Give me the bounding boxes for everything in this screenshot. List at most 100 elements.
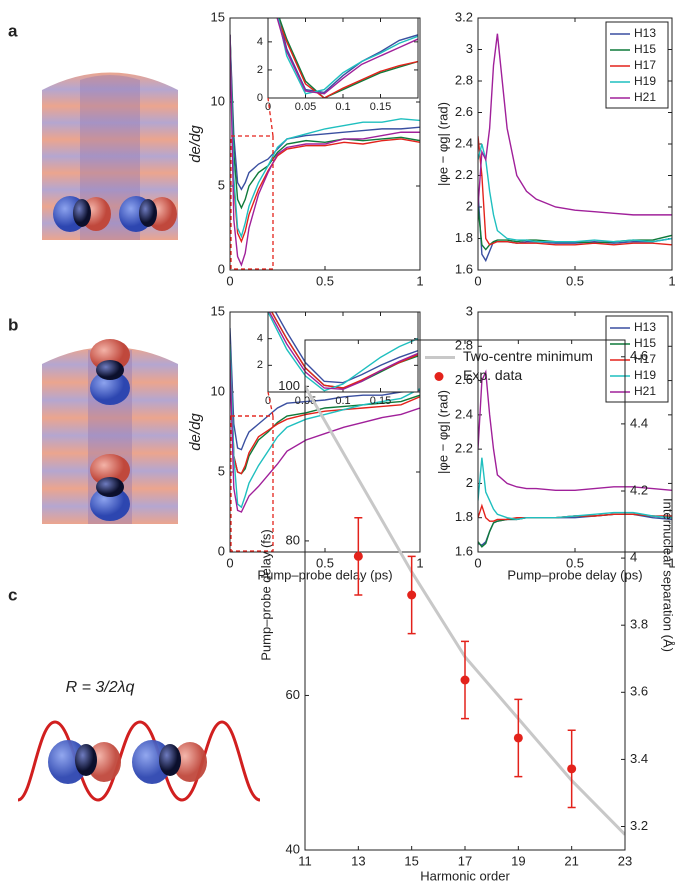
axes-frame <box>267 311 419 393</box>
y2-tick-label: 3.8 <box>630 617 648 632</box>
series-line <box>478 33 672 216</box>
y-tick-label: 10 <box>211 383 225 398</box>
y2-tick-label: 4.6 <box>630 348 648 363</box>
y-tick-label: 2.4 <box>455 135 473 150</box>
legend-box <box>605 315 669 403</box>
y-axis-label: de/dg <box>187 125 204 163</box>
y2-tick-label: 4 <box>630 550 637 565</box>
x-axis-label: Harmonic order <box>420 868 510 883</box>
y-tick-label: 15 <box>211 303 225 318</box>
axes-frame <box>477 311 673 553</box>
series-line <box>478 503 672 522</box>
y-tick-label: 2 <box>257 359 263 371</box>
data-point <box>513 733 523 743</box>
y-tick-label: 2.8 <box>455 72 473 87</box>
y-tick-label: 4 <box>257 36 263 48</box>
x-axis-label: Pump–probe delay (ps) <box>257 567 392 582</box>
y-tick-label: 2.6 <box>455 104 473 119</box>
illustration-c: R = 3/2λq <box>17 679 261 802</box>
y-axis-label: Pump–probe delay (fs) <box>258 529 273 661</box>
x-tick-label: 0 <box>265 395 271 407</box>
series-line <box>277 18 418 95</box>
y-tick-label: 4 <box>257 333 263 345</box>
legend-label: H13 <box>634 26 656 40</box>
legend-label: H19 <box>634 74 656 88</box>
y-tick-label: 1.6 <box>455 261 473 276</box>
legend-label: H15 <box>634 42 656 56</box>
series-line <box>478 136 672 246</box>
legend-label: H19 <box>634 368 656 382</box>
y-axis-label: de/dg <box>187 413 204 451</box>
x-tick-label: 1 <box>416 273 423 288</box>
y-tick-label: 3 <box>466 303 473 318</box>
x-tick-label: 0 <box>265 101 271 113</box>
axes-frame <box>267 17 419 99</box>
y-tick-label: 15 <box>211 9 225 24</box>
chart: 0 0.05 0.1 0.15 0 2 4 <box>257 17 419 113</box>
y2-tick-label: 4.2 <box>630 482 648 497</box>
y-tick-label: 2.8 <box>455 338 473 353</box>
series-line <box>278 18 418 98</box>
x-tick-label: 0 <box>474 273 481 288</box>
x-tick-label: 0.05 <box>295 101 316 113</box>
series-line <box>274 312 418 384</box>
series-group <box>268 312 418 392</box>
inset-background <box>268 312 418 392</box>
y-tick-label: 5 <box>218 177 225 192</box>
series-line <box>278 18 418 94</box>
y-tick-label: 2.4 <box>455 406 473 421</box>
y2-tick-label: 3.4 <box>630 751 648 766</box>
y-tick-label: 1.8 <box>455 509 473 524</box>
zoom-annotations <box>230 97 274 552</box>
series-line <box>270 312 418 389</box>
legend-label: H17 <box>634 58 656 72</box>
data-point <box>353 551 363 561</box>
x-tick-label: 13 <box>351 853 365 868</box>
x-tick-label: 21 <box>564 853 578 868</box>
panel-label: c <box>8 585 17 604</box>
x-tick-label: 0.5 <box>566 555 584 570</box>
y-tick-label: 3.2 <box>455 9 473 24</box>
axes-frame <box>477 17 673 271</box>
y-tick-label: 60 <box>286 687 300 702</box>
series-line <box>478 191 672 263</box>
x-tick-label: 0 <box>226 273 233 288</box>
series-line <box>230 34 420 239</box>
panel-label: b <box>8 315 18 334</box>
illustration-b <box>42 339 178 524</box>
series-line <box>230 34 420 244</box>
legend-swatch <box>434 372 444 381</box>
y-tick-label: 5 <box>218 463 225 478</box>
series-line <box>230 343 420 509</box>
y-tick-label: 0 <box>218 543 225 558</box>
y-tick-label: 100 <box>278 378 300 393</box>
series-line <box>276 18 418 95</box>
x-tick-label: 1 <box>416 555 423 570</box>
legend-label: H21 <box>634 90 656 104</box>
y-tick-label: 2.6 <box>455 372 473 387</box>
y2-tick-label: 3.6 <box>630 684 648 699</box>
y-tick-label: 0 <box>218 261 225 276</box>
panel-label: a <box>8 21 18 40</box>
x-tick-label: 0.1 <box>335 395 350 407</box>
y-tick-label: 10 <box>211 93 225 108</box>
y-tick-label: 1.8 <box>455 230 473 245</box>
y-tick-label: 2 <box>257 64 263 76</box>
chart: 0 0.5 1 1.6 1.8 2 2.2 2.4 2.6 2.8 3 Pump–probe dela… <box>435 303 675 582</box>
x-tick-label: 0 <box>474 555 481 570</box>
x-tick-label: 0.15 <box>370 101 391 113</box>
y-tick-label: 80 <box>286 532 300 547</box>
series-line <box>230 34 420 191</box>
x-tick-label: 23 <box>618 853 632 868</box>
panel-labels: a b c <box>8 21 18 604</box>
series-line <box>268 312 418 392</box>
legend-label: Two-centre minimum <box>463 348 593 364</box>
y2-tick-label: 3.2 <box>630 818 648 833</box>
illustration-a <box>42 72 178 240</box>
y-tick-label: 1.6 <box>455 543 473 558</box>
y-axis-label: |φe − φg| (rad) <box>435 102 450 186</box>
series-line <box>230 343 420 475</box>
series-line <box>230 327 420 451</box>
